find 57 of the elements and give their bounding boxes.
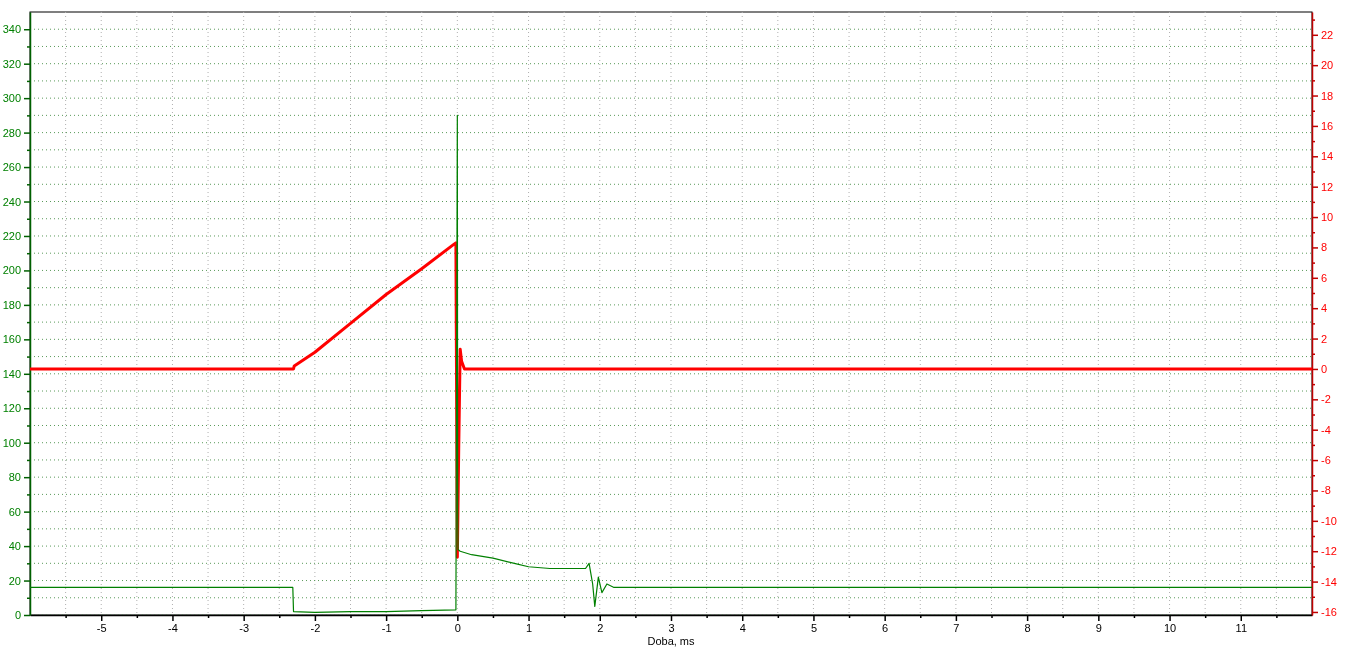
- y2-tick-label: 0: [1321, 362, 1328, 375]
- y-tick-label: 340: [2, 23, 21, 36]
- x-tick-label: 4: [739, 621, 746, 634]
- x-tick-label: -5: [96, 621, 107, 634]
- y-tick-label: 40: [8, 540, 21, 553]
- y2-tick-label: 14: [1321, 150, 1334, 163]
- y2-tick-label: 16: [1321, 119, 1334, 132]
- y2-tick-label: 18: [1321, 89, 1334, 102]
- y2-tick-label: 8: [1321, 241, 1328, 254]
- y2-tick-label: -2: [1321, 393, 1331, 406]
- y-tick-label: 120: [2, 402, 21, 415]
- y2-tick-label: -12: [1321, 545, 1337, 558]
- y2-tick-label: 4: [1321, 302, 1328, 315]
- x-tick-label: 0: [454, 621, 461, 634]
- y2-tick-label: -8: [1321, 484, 1331, 497]
- y-tick-label: 320: [2, 57, 21, 70]
- y2-tick-label: 10: [1321, 211, 1334, 224]
- x-tick-label: -2: [310, 621, 321, 634]
- x-tick-label: 8: [1024, 621, 1031, 634]
- y-tick-label: 60: [8, 505, 21, 518]
- x-tick-label: 5: [810, 621, 818, 634]
- x-tick-label: -4: [168, 621, 178, 634]
- y-tick-label: 200: [2, 264, 21, 277]
- y-tick-label: 300: [2, 92, 21, 105]
- y2-tick-label: -6: [1321, 454, 1331, 467]
- y-tick-label: 0: [14, 609, 21, 622]
- y2-tick-label: -10: [1321, 514, 1337, 527]
- y2-tick-label: -14: [1321, 575, 1337, 588]
- y2-tick-label: -4: [1321, 423, 1331, 436]
- x-axis-title: Doba, ms: [647, 635, 696, 647]
- x-tick-label: 7: [953, 621, 960, 634]
- y2-tick-label: 6: [1321, 271, 1328, 284]
- y-tick-label: 280: [2, 126, 21, 139]
- x-tick-label: -3: [239, 621, 250, 634]
- y2-tick-label: -16: [1321, 605, 1337, 618]
- x-tick-label: 2: [597, 621, 604, 634]
- y-tick-label: 20: [8, 574, 21, 587]
- y-tick-label: 260: [2, 161, 21, 174]
- y2-tick-label: 12: [1321, 180, 1334, 193]
- x-tick-label: 10: [1163, 621, 1177, 634]
- x-tick-label: 11: [1235, 621, 1247, 634]
- x-tick-label: 1: [525, 621, 533, 634]
- y-tick-label: 240: [2, 195, 21, 208]
- y2-tick-label: 22: [1321, 28, 1334, 41]
- x-tick-label: 9: [1095, 621, 1102, 634]
- y-tick-label: 160: [2, 333, 21, 346]
- y2-tick-label: 20: [1321, 59, 1334, 72]
- y2-tick-label: 2: [1321, 332, 1328, 345]
- x-tick-label: 3: [668, 621, 675, 634]
- y-tick-label: 220: [2, 229, 21, 242]
- line-series: [29, 114, 1313, 614]
- x-tick-label: 6: [882, 621, 889, 634]
- y-tick-label: 140: [2, 367, 21, 380]
- y-tick-label: 100: [2, 436, 21, 449]
- y-tick-label: 180: [2, 298, 21, 311]
- x-tick-label: -1: [381, 621, 392, 634]
- y-tick-label: 80: [8, 471, 21, 484]
